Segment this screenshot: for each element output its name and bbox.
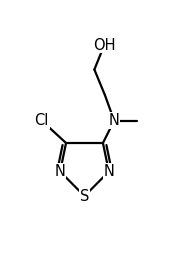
Text: Cl: Cl bbox=[35, 113, 49, 128]
Text: S: S bbox=[80, 189, 89, 204]
Text: OH: OH bbox=[93, 38, 115, 52]
Text: N: N bbox=[109, 113, 120, 128]
Text: N: N bbox=[55, 164, 66, 179]
Text: N: N bbox=[103, 164, 114, 179]
